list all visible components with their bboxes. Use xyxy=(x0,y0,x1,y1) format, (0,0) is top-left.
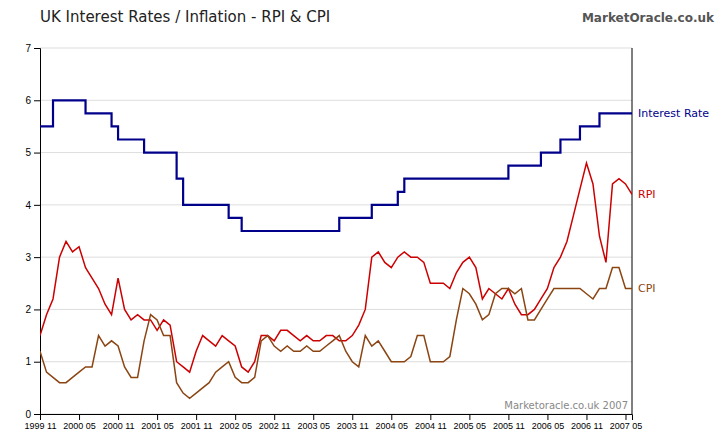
y-tick-mark xyxy=(34,257,40,258)
x-tick: 2004 05 xyxy=(376,414,409,431)
x-tick-mark xyxy=(391,414,392,420)
y-tick-mark xyxy=(34,100,40,101)
x-tick-label: 2000 11 xyxy=(103,421,135,431)
x-tick: 2000 05 xyxy=(63,414,96,431)
y-tick-label: 5 xyxy=(25,147,31,158)
series-line xyxy=(40,100,632,231)
x-tick-mark xyxy=(430,414,431,420)
x-tick: 2001 11 xyxy=(181,414,213,431)
x-tick: 2006 05 xyxy=(532,414,565,431)
y-tick-label: 1 xyxy=(25,356,31,367)
x-tick: 2004 11 xyxy=(415,414,447,431)
x-tick: 2000 11 xyxy=(103,414,135,431)
grid-line xyxy=(40,309,632,310)
x-tick-label: 2006 11 xyxy=(571,421,603,431)
y-tick-mark xyxy=(34,153,40,154)
grid-line xyxy=(40,100,632,101)
y-tick: 1 xyxy=(25,356,40,367)
y-tick: 2 xyxy=(25,304,40,315)
y-tick-label: 4 xyxy=(25,200,31,211)
y-tick-label: 6 xyxy=(25,95,31,106)
y-tick: 6 xyxy=(25,95,40,106)
x-tick-label: 2005 11 xyxy=(493,421,525,431)
series-label: Interest Rate xyxy=(638,107,709,120)
y-axis-line xyxy=(34,49,41,415)
x-tick: 2001 05 xyxy=(141,414,174,431)
x-tick-mark xyxy=(79,414,80,420)
y-tick-label: 3 xyxy=(25,252,31,263)
y-tick-mark xyxy=(34,205,40,206)
x-tick: 2005 11 xyxy=(493,414,525,431)
y-tick-label: 0 xyxy=(25,409,31,420)
x-tick-label: 2003 11 xyxy=(337,421,369,431)
x-tick-label: 2007 05 xyxy=(610,421,643,431)
series-label: RPI xyxy=(638,188,656,201)
x-tick-label: 2002 11 xyxy=(259,421,291,431)
grid-line xyxy=(40,48,632,49)
grid xyxy=(40,48,632,414)
series-label: CPI xyxy=(638,282,656,295)
title: UK Interest Rates / Inflation - RPI & CP… xyxy=(40,8,330,26)
x-tick-mark xyxy=(118,414,119,420)
grid-line xyxy=(40,204,632,205)
y-tick-label: 2 xyxy=(25,304,31,315)
x-tick: 2007 05 xyxy=(610,414,643,431)
x-axis-line xyxy=(41,415,633,421)
x-tick-mark xyxy=(157,414,158,420)
x-tick-mark xyxy=(508,414,509,420)
series-group xyxy=(40,100,632,398)
plot: 1999 11 2000 05 2000 11 2001 05 2001 11 2002 … xyxy=(25,43,710,432)
y-tick-mark xyxy=(34,48,40,49)
chart: UK Interest Rates / Inflation - RPI & CP… xyxy=(0,0,724,444)
y-tick: 7 xyxy=(25,43,40,54)
y-tick: 0 xyxy=(25,409,40,420)
y-tick-mark xyxy=(34,309,40,310)
x-tick-mark xyxy=(586,414,587,420)
frame-right xyxy=(632,48,633,414)
x-tick-label: 2000 05 xyxy=(63,421,96,431)
x-tick-mark xyxy=(274,414,275,420)
y-tick: 5 xyxy=(25,147,40,158)
y-axis: 0 1 2 3 4 5 6 7 xyxy=(25,43,40,420)
x-tick: 2005 05 xyxy=(454,414,487,431)
x-tick-mark xyxy=(352,414,353,420)
x-tick-label: 2004 05 xyxy=(376,421,409,431)
x-tick: 2003 11 xyxy=(337,414,369,431)
watermark: Marketoracle.co.uk 2007 xyxy=(504,400,628,411)
y-tick: 4 xyxy=(25,200,40,211)
x-tick-mark xyxy=(469,414,470,420)
x-tick-mark xyxy=(625,414,626,420)
grid-line xyxy=(40,361,632,362)
y-tick-label: 7 xyxy=(25,43,31,54)
x-tick-label: 2005 05 xyxy=(454,421,487,431)
x-tick-mark xyxy=(547,414,548,420)
x-tick-mark xyxy=(313,414,314,420)
x-tick-label: 2004 11 xyxy=(415,421,447,431)
x-tick-mark xyxy=(235,414,236,420)
x-axis: 1999 11 2000 05 2000 11 2001 05 2001 11 2002 … xyxy=(25,414,643,431)
x-tick-label: 2001 11 xyxy=(181,421,213,431)
x-tick-label: 2002 05 xyxy=(219,421,252,431)
series-line xyxy=(40,268,632,399)
logo-text: MarketOracle.co.uk xyxy=(582,11,715,25)
y-tick-mark xyxy=(34,362,40,363)
x-tick: 2002 11 xyxy=(259,414,291,431)
x-tick-label: 2003 05 xyxy=(297,421,330,431)
x-tick-label: 2001 05 xyxy=(141,421,174,431)
x-tick: 2003 05 xyxy=(297,414,330,431)
y-tick-mark xyxy=(34,414,40,415)
x-tick: 2006 11 xyxy=(571,414,603,431)
x-tick-label: 1999 11 xyxy=(25,421,57,431)
grid-line xyxy=(40,257,632,258)
x-tick-mark xyxy=(196,414,197,420)
x-tick: 2002 05 xyxy=(219,414,252,431)
x-tick-label: 2006 05 xyxy=(532,421,565,431)
y-tick: 3 xyxy=(25,252,40,263)
series-line xyxy=(40,163,632,372)
